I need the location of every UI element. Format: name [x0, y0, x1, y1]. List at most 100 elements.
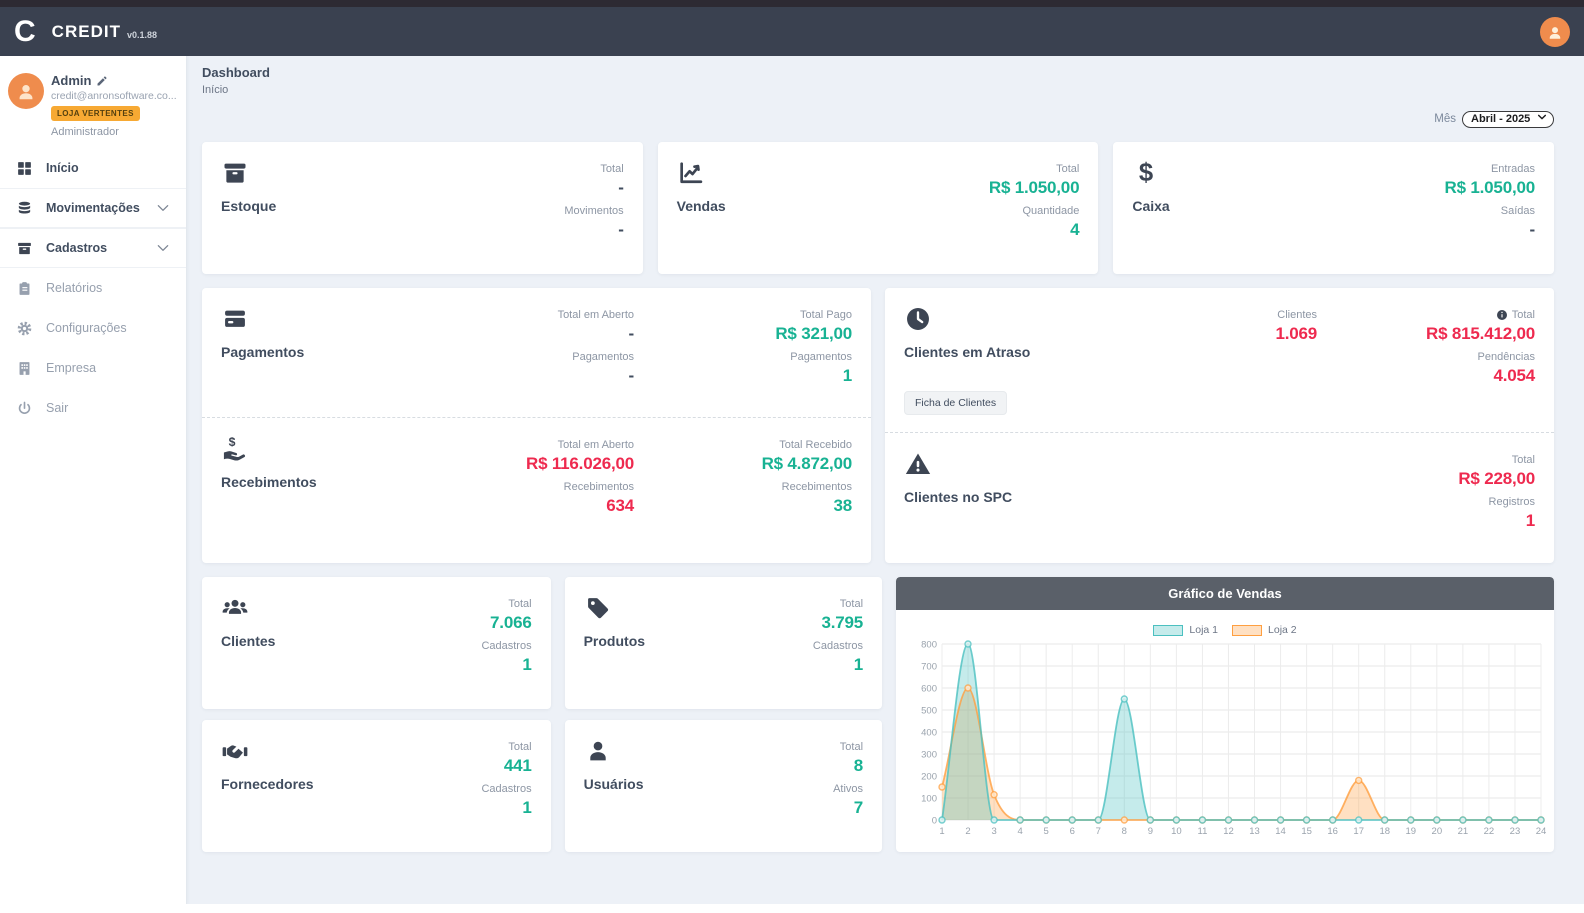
store-badge: LOJA VERTENTES: [51, 106, 140, 121]
stat-column: [1099, 450, 1317, 546]
credit-card-icon: [221, 305, 249, 333]
sidebar-item-cadastros[interactable]: Cadastros: [0, 228, 186, 268]
section-title: Recebimentos: [221, 474, 317, 490]
svg-text:15: 15: [1301, 826, 1312, 837]
stat-value: -: [618, 220, 624, 239]
stat-label: Entradas: [1490, 163, 1535, 175]
svg-text:0: 0: [932, 815, 937, 826]
card-fornecedores: Fornecedores Total 441 Cadastros 1: [202, 720, 551, 852]
user-menu-avatar[interactable]: [1540, 16, 1570, 47]
section-clientes: Clientes Total 7.066 Cadastros 1: [202, 577, 551, 707]
stat-value: R$ 815.412,00: [1426, 324, 1535, 343]
stat-label: Total: [839, 741, 864, 753]
stat-label: Cadastros: [812, 640, 864, 652]
sidebar-item-label: Movimentações: [46, 201, 140, 215]
chevron-down-icon: [156, 201, 170, 215]
svg-text:100: 100: [921, 793, 937, 804]
svg-text:18: 18: [1379, 826, 1390, 837]
stat-label: Clientes: [1277, 309, 1317, 321]
stat-label: Total: [1511, 454, 1535, 466]
stat-value: 1: [522, 655, 532, 674]
sidebar-item-relatorios[interactable]: Relatórios: [0, 268, 186, 308]
svg-text:700: 700: [921, 661, 937, 672]
sales-chart-card: Gráfico de Vendas Loja 1 Loja 2 0 100 200 30…: [896, 577, 1554, 852]
svg-text:$: $: [229, 435, 236, 449]
avatar[interactable]: [8, 73, 44, 109]
stat-value: R$ 116.026,00: [526, 454, 634, 473]
user-role: Administrador: [51, 126, 119, 138]
stat-value: 4.054: [1493, 366, 1535, 385]
sidebar-item-label: Cadastros: [46, 241, 108, 255]
legend-loja-1[interactable]: Loja 1: [1153, 624, 1218, 636]
app-name: CREDIT: [51, 21, 121, 41]
app-version: v0.1.88: [126, 29, 157, 40]
section-recebimentos: $ Recebimentos Total em Aberto R$ 116.026,0…: [202, 418, 871, 548]
stat-label: Ativos: [833, 783, 864, 795]
info-icon[interactable]: [1496, 309, 1508, 321]
stat-label: Pagamentos: [790, 351, 852, 363]
card-estoque: Estoque Total - Movimentos -: [202, 142, 643, 274]
sidebar-item-sair[interactable]: Sair: [0, 388, 186, 428]
svg-text:7: 7: [1096, 826, 1101, 837]
svg-text:$: $: [1139, 159, 1153, 187]
clipboard-icon: [16, 280, 33, 297]
section-title: Produtos: [583, 633, 646, 649]
stat-value: 1.069: [1275, 324, 1317, 343]
svg-text:14: 14: [1275, 826, 1286, 837]
stat-column: Total 441 Cadastros 1: [314, 737, 531, 833]
sidebar-item-label: Relatórios: [46, 281, 103, 295]
person-icon: [1546, 23, 1564, 41]
section-title: Fornecedores: [221, 776, 314, 792]
legend-loja-2[interactable]: Loja 2: [1232, 624, 1297, 636]
svg-text:300: 300: [921, 749, 937, 760]
stat-column: Total 8 Ativos 7: [645, 737, 863, 833]
section-pagamentos: Pagamentos Total em Aberto - Pagamentos - Tot…: [202, 288, 871, 418]
stat-label: Saídas: [1500, 205, 1535, 217]
svg-text:400: 400: [921, 727, 937, 738]
stat-label: Recebimentos: [781, 481, 852, 493]
svg-text:19: 19: [1406, 826, 1417, 837]
window-top-strip: [0, 0, 1584, 7]
main-content: Dashboard Início Mês Abril - 2025 Estoqu…: [187, 56, 1584, 904]
sidebar-item-empresa[interactable]: Empresa: [0, 348, 186, 388]
stat-column: Entradas R$ 1.050,00 Saídas -: [1317, 159, 1536, 255]
month-select[interactable]: Abril - 2025: [1462, 111, 1554, 128]
box-icon: [221, 159, 249, 187]
section-clientes-no-spc: Clientes no SPC Total R$ 228,00 Registros 1: [885, 433, 1554, 563]
stat-column: Total R$ 228,00 Registros 1: [1317, 450, 1535, 546]
svg-text:13: 13: [1249, 826, 1260, 837]
stat-label: Total: [508, 598, 532, 610]
chart-title: Gráfico de Vendas: [896, 577, 1554, 610]
chart-line-icon: [677, 159, 705, 187]
section-title: Usuários: [583, 776, 644, 792]
stat-column: Total Pago R$ 321,00 Pagamentos 1: [634, 305, 852, 400]
stat-value: R$ 4.872,00: [761, 454, 853, 473]
sidebar-item-configuracoes[interactable]: Configurações: [0, 308, 186, 348]
svg-text:6: 6: [1070, 826, 1075, 837]
edit-pencil-icon[interactable]: [96, 75, 108, 87]
svg-text:500: 500: [921, 705, 937, 716]
sidebar-item-inicio[interactable]: Início: [0, 148, 186, 188]
stat-value: R$ 1.050,00: [1444, 178, 1536, 197]
tag-icon: [584, 594, 612, 622]
hand-dollar-icon: $: [221, 435, 249, 463]
ficha-de-clientes-button[interactable]: Ficha de Clientes: [904, 391, 1008, 415]
stat-label: Total Recebido: [779, 439, 852, 451]
svg-text:20: 20: [1432, 826, 1443, 837]
svg-text:3: 3: [991, 826, 996, 837]
card-caixa: $ Caixa Entradas R$ 1.050,00 Saídas -: [1113, 142, 1554, 274]
stat-column: Total 7.066 Cadastros 1: [314, 594, 532, 690]
section-title: Estoque: [221, 198, 277, 214]
svg-text:2: 2: [965, 826, 970, 837]
stat-label: Total: [600, 163, 624, 175]
svg-text:16: 16: [1327, 826, 1338, 837]
svg-text:24: 24: [1536, 826, 1547, 837]
card-usuarios: Usuários Total 8 Ativos 7: [564, 720, 883, 852]
stat-value: 3.795: [821, 613, 864, 632]
person-icon: [15, 80, 37, 102]
svg-text:200: 200: [921, 771, 937, 782]
sidebar-item-movimentacoes[interactable]: Movimentações: [0, 188, 186, 228]
svg-text:10: 10: [1171, 826, 1182, 837]
database-icon: [16, 200, 33, 217]
section-vendas: Vendas Total R$ 1.050,00 Quantidade 4: [658, 142, 1099, 272]
